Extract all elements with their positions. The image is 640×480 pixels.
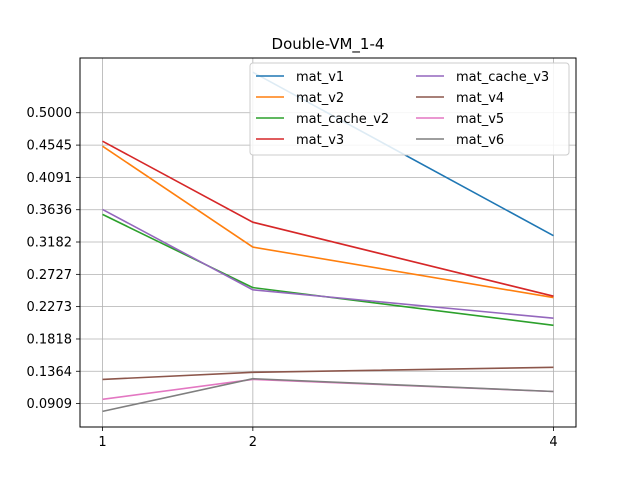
x-tick-label: 4 xyxy=(549,435,557,450)
legend-label: mat_v5 xyxy=(456,112,504,127)
legend-label: mat_cache_v2 xyxy=(296,112,389,127)
x-tick-label: 1 xyxy=(98,435,106,450)
y-tick-label: 0.3636 xyxy=(27,203,73,218)
series-line-mat-v2 xyxy=(102,145,554,299)
legend-label: mat_v6 xyxy=(456,133,504,148)
y-tick-label: 0.2273 xyxy=(27,300,73,315)
series-line-mat-v6 xyxy=(102,377,554,413)
axis-ticks: 1 2 4 0.0909 0.1364 0.1818 0.2273 0.2727 0.3182 0… xyxy=(27,106,558,450)
y-tick-label: 0.1818 xyxy=(27,332,73,347)
y-tick-label: 0.0909 xyxy=(27,397,73,412)
series-line-mat-cache-v2 xyxy=(102,213,554,327)
legend-box xyxy=(249,62,570,156)
y-tick-label: 0.1364 xyxy=(27,365,73,380)
series-line-mat-v3 xyxy=(102,140,554,297)
series-line-mat-cache-v3 xyxy=(102,208,554,319)
y-tick-label: 0.3182 xyxy=(27,236,73,251)
y-tick-label: 0.4091 xyxy=(27,171,73,186)
legend-label: mat_v1 xyxy=(296,70,344,85)
legend-label: mat_cache_v3 xyxy=(456,70,549,85)
legend-label: mat_v2 xyxy=(296,91,344,106)
legend: mat_v1 mat_v2 mat_cache_v2 mat_v3 mat_cache_… xyxy=(249,62,570,156)
chart-title: Double-VM_1-4 xyxy=(272,35,385,54)
legend-label: mat_v4 xyxy=(456,91,504,106)
y-tick-label: 0.4545 xyxy=(27,139,73,154)
legend-label: mat_v3 xyxy=(296,133,344,148)
y-tick-label: 0.2727 xyxy=(27,268,73,283)
y-tick-label: 0.5000 xyxy=(27,106,73,121)
series-line-mat-v4 xyxy=(102,366,554,381)
x-tick-label: 2 xyxy=(249,435,257,450)
plot-frame xyxy=(79,57,577,428)
